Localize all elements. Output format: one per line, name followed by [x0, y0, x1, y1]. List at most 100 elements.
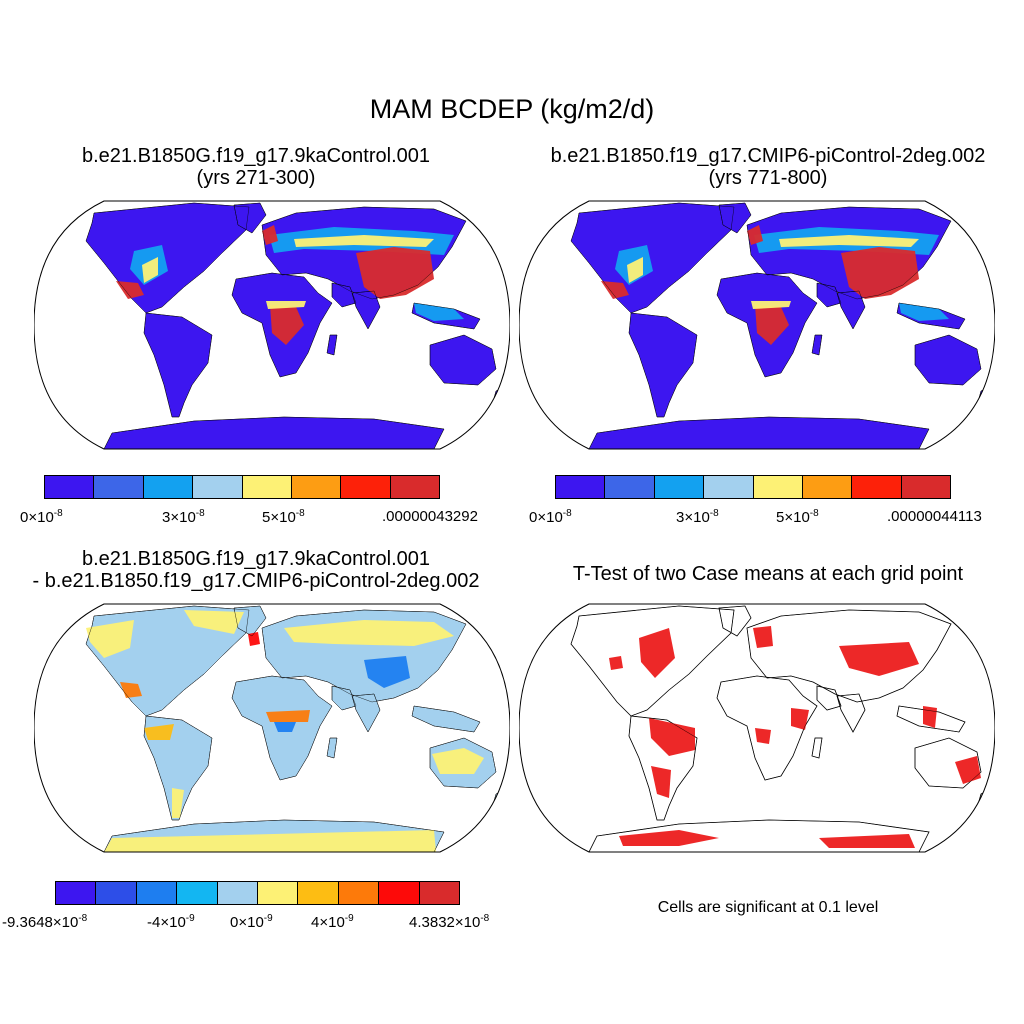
coastline-antarctica	[103, 416, 445, 449]
field-region	[104, 830, 436, 852]
colorbar-swatch	[605, 476, 655, 498]
coastline-greenland	[233, 202, 267, 234]
panel3-colorbar-label: 0×10-9	[230, 913, 273, 931]
coastline-india	[351, 693, 381, 733]
coastline-arabia	[331, 282, 357, 308]
colorbar-swatch	[802, 476, 853, 498]
coastline-antarctica	[588, 416, 930, 449]
field-region	[266, 301, 306, 309]
field-region	[248, 632, 260, 646]
colorbar-swatch	[654, 476, 705, 498]
colorbar-swatch	[177, 882, 218, 904]
coastline-arabia	[816, 685, 842, 711]
coastline-north-america	[570, 202, 735, 314]
coastline-africa	[716, 675, 818, 781]
panel2-colorbar-label: .00000044113	[887, 508, 982, 525]
field-region	[284, 620, 454, 646]
field-region	[841, 247, 919, 299]
figure-title: MAM BCDEP (kg/m2/d)	[369, 94, 655, 124]
coastline-australia	[914, 737, 982, 789]
panel3-map	[34, 603, 510, 853]
panel1-colorbar-label: 3×10-8	[162, 508, 205, 526]
coastline-greenland	[718, 202, 752, 234]
panel1-colorbar	[44, 475, 440, 499]
field-region	[86, 620, 134, 658]
field-region	[262, 225, 278, 245]
panel3-colorbar-label: 4×10-9	[311, 913, 354, 931]
panel2-title-line2: (yrs 771-800)	[708, 167, 828, 189]
colorbar-swatch	[298, 882, 339, 904]
colorbar-swatch	[242, 476, 292, 498]
panel2-colorbar-label: 0×10-8	[529, 508, 572, 526]
significance-note: Cells are significant at 0.1 level	[657, 899, 879, 916]
panel2-colorbar-label: 5×10-8	[776, 508, 819, 526]
land-se-asia-islands	[411, 705, 481, 733]
colorbar-swatch	[338, 882, 380, 904]
coastline-se-asia-islands	[411, 705, 481, 733]
coastline-india	[351, 290, 381, 330]
panel1-colorbar-label: 0×10-8	[20, 508, 63, 526]
coastline-madagascar	[811, 737, 823, 759]
colorbar-swatch	[852, 476, 902, 498]
field-region	[753, 626, 773, 648]
coastline-north-america	[85, 605, 250, 717]
field-region	[116, 281, 144, 299]
coastline-madagascar	[811, 334, 823, 356]
coastline-arabia	[816, 282, 842, 308]
land-north-america	[85, 202, 250, 314]
coastline-eurasia	[746, 206, 952, 300]
field-region	[294, 235, 434, 247]
globe-outline	[34, 200, 510, 450]
coastline-greenland	[718, 605, 752, 637]
field-region	[619, 830, 719, 846]
field-region	[639, 628, 675, 678]
coastline-eurasia	[261, 206, 467, 300]
panel3-colorbar	[55, 881, 460, 905]
field-region	[819, 834, 915, 848]
field-region	[364, 656, 410, 688]
panel3-colorbar-label: 4.3832×10-8	[409, 913, 490, 931]
field-region	[923, 706, 937, 728]
coastline-south-america	[628, 715, 698, 821]
panel1-map	[34, 200, 510, 450]
field-region	[649, 718, 695, 756]
coastline-eurasia	[261, 609, 467, 703]
panel1-title-line2: (yrs 271-300)	[196, 167, 316, 189]
land-south-america	[143, 312, 213, 418]
colorbar-swatch	[556, 476, 606, 498]
coastline-eurasia	[746, 609, 952, 703]
colorbar-swatch	[341, 476, 391, 498]
field-region	[144, 724, 174, 740]
colorbar-swatch	[704, 476, 754, 498]
panel4-map	[519, 603, 995, 853]
panel3-title-line2: - b.e21.B1850.f19_g17.CMIP6-piControl-2d…	[32, 570, 480, 592]
coastline-south-america	[628, 312, 698, 418]
coastline-south-america	[143, 715, 213, 821]
coastline-africa	[716, 272, 818, 378]
coastline-madagascar	[326, 334, 338, 356]
panel2-title-line1: b.e21.B1850.f19_g17.CMIP6-piControl-2deg…	[550, 145, 986, 167]
coastline-se-asia-islands	[896, 302, 966, 330]
field-region	[266, 710, 310, 722]
colorbar-swatch	[390, 476, 439, 498]
colorbar-swatch	[753, 476, 803, 498]
panel1-title: b.e21.B1850G.f19_g17.9kaControl.001 (yrs…	[0, 145, 512, 189]
field-region	[432, 748, 484, 774]
field-region	[899, 303, 949, 321]
panel2-title: b.e21.B1850.f19_g17.CMIP6-piControl-2deg…	[512, 145, 1024, 189]
field-region	[651, 766, 671, 798]
panel2-colorbar-label: 3×10-8	[676, 508, 719, 526]
field-region	[270, 305, 304, 345]
field-region	[779, 235, 919, 247]
coastline-antarctica	[103, 819, 445, 852]
field-region	[751, 301, 791, 309]
panel3-colorbar-label: -4×10-9	[147, 913, 195, 931]
coastline-greenland	[233, 605, 267, 637]
field-region	[142, 257, 158, 283]
globe-outline	[34, 603, 510, 853]
field-region	[414, 303, 464, 321]
field-region	[755, 728, 771, 744]
colorbar-swatch	[258, 882, 299, 904]
colorbar-swatch	[379, 882, 420, 904]
field-region	[120, 682, 142, 698]
